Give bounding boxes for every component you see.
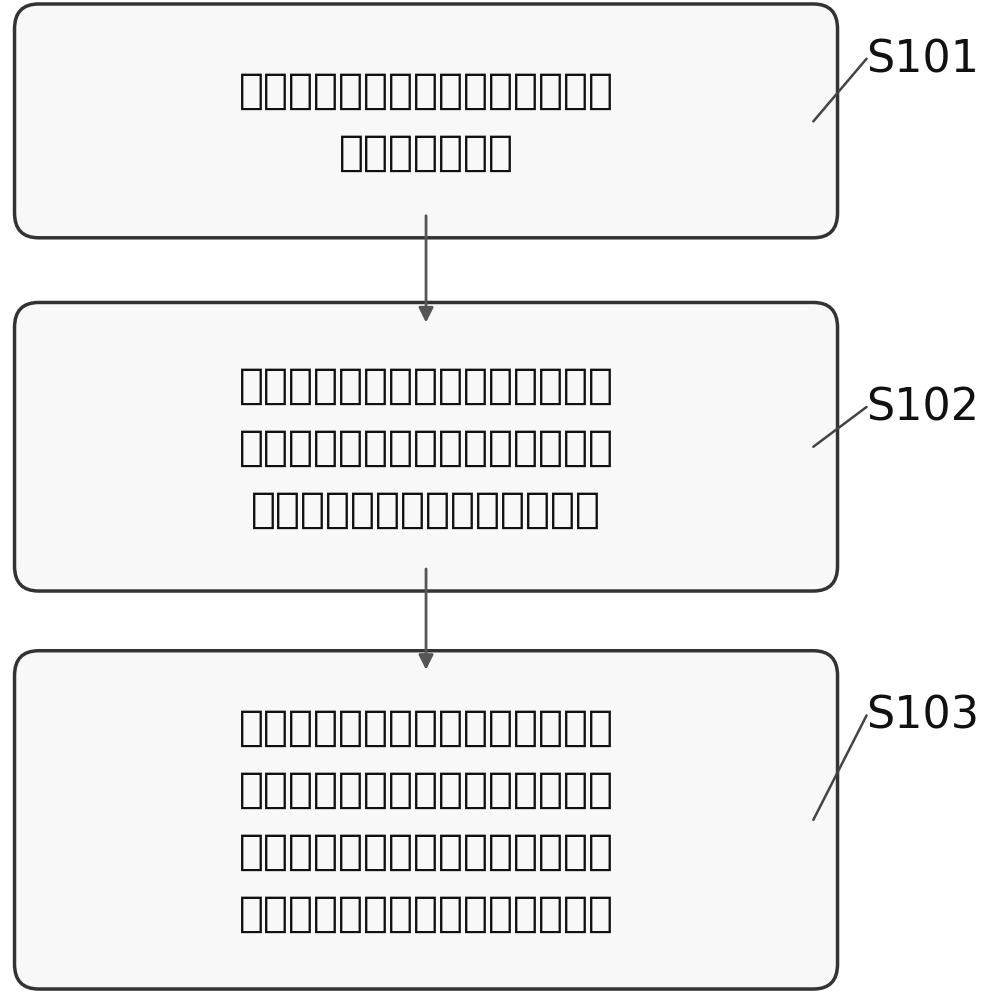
- Text: 进行第二采集，并根据第二采集所
得数据及所述第一活度相关因子获
取探测效率的第二活度相关因子: 进行第二采集，并根据第二采集所 得数据及所述第一活度相关因子获 取探测效率的第二…: [239, 365, 614, 530]
- Text: 进行第一采集，获取探测效率的第
一活度相关因子: 进行第一采集，获取探测效率的第 一活度相关因子: [239, 70, 614, 174]
- FancyBboxPatch shape: [15, 5, 838, 239]
- Text: 第二采集所得数据中去除所述第二
活度相关因子的信息，并去除第二
采集中被采集物体的几何分布信息
，以获取探测器固有晶体探测效率: 第二采集所得数据中去除所述第二 活度相关因子的信息，并去除第二 采集中被采集物体…: [239, 707, 614, 933]
- Text: S103: S103: [867, 694, 980, 738]
- Text: S101: S101: [867, 38, 980, 82]
- Text: S102: S102: [867, 386, 980, 429]
- FancyBboxPatch shape: [15, 651, 838, 989]
- FancyBboxPatch shape: [15, 303, 838, 591]
